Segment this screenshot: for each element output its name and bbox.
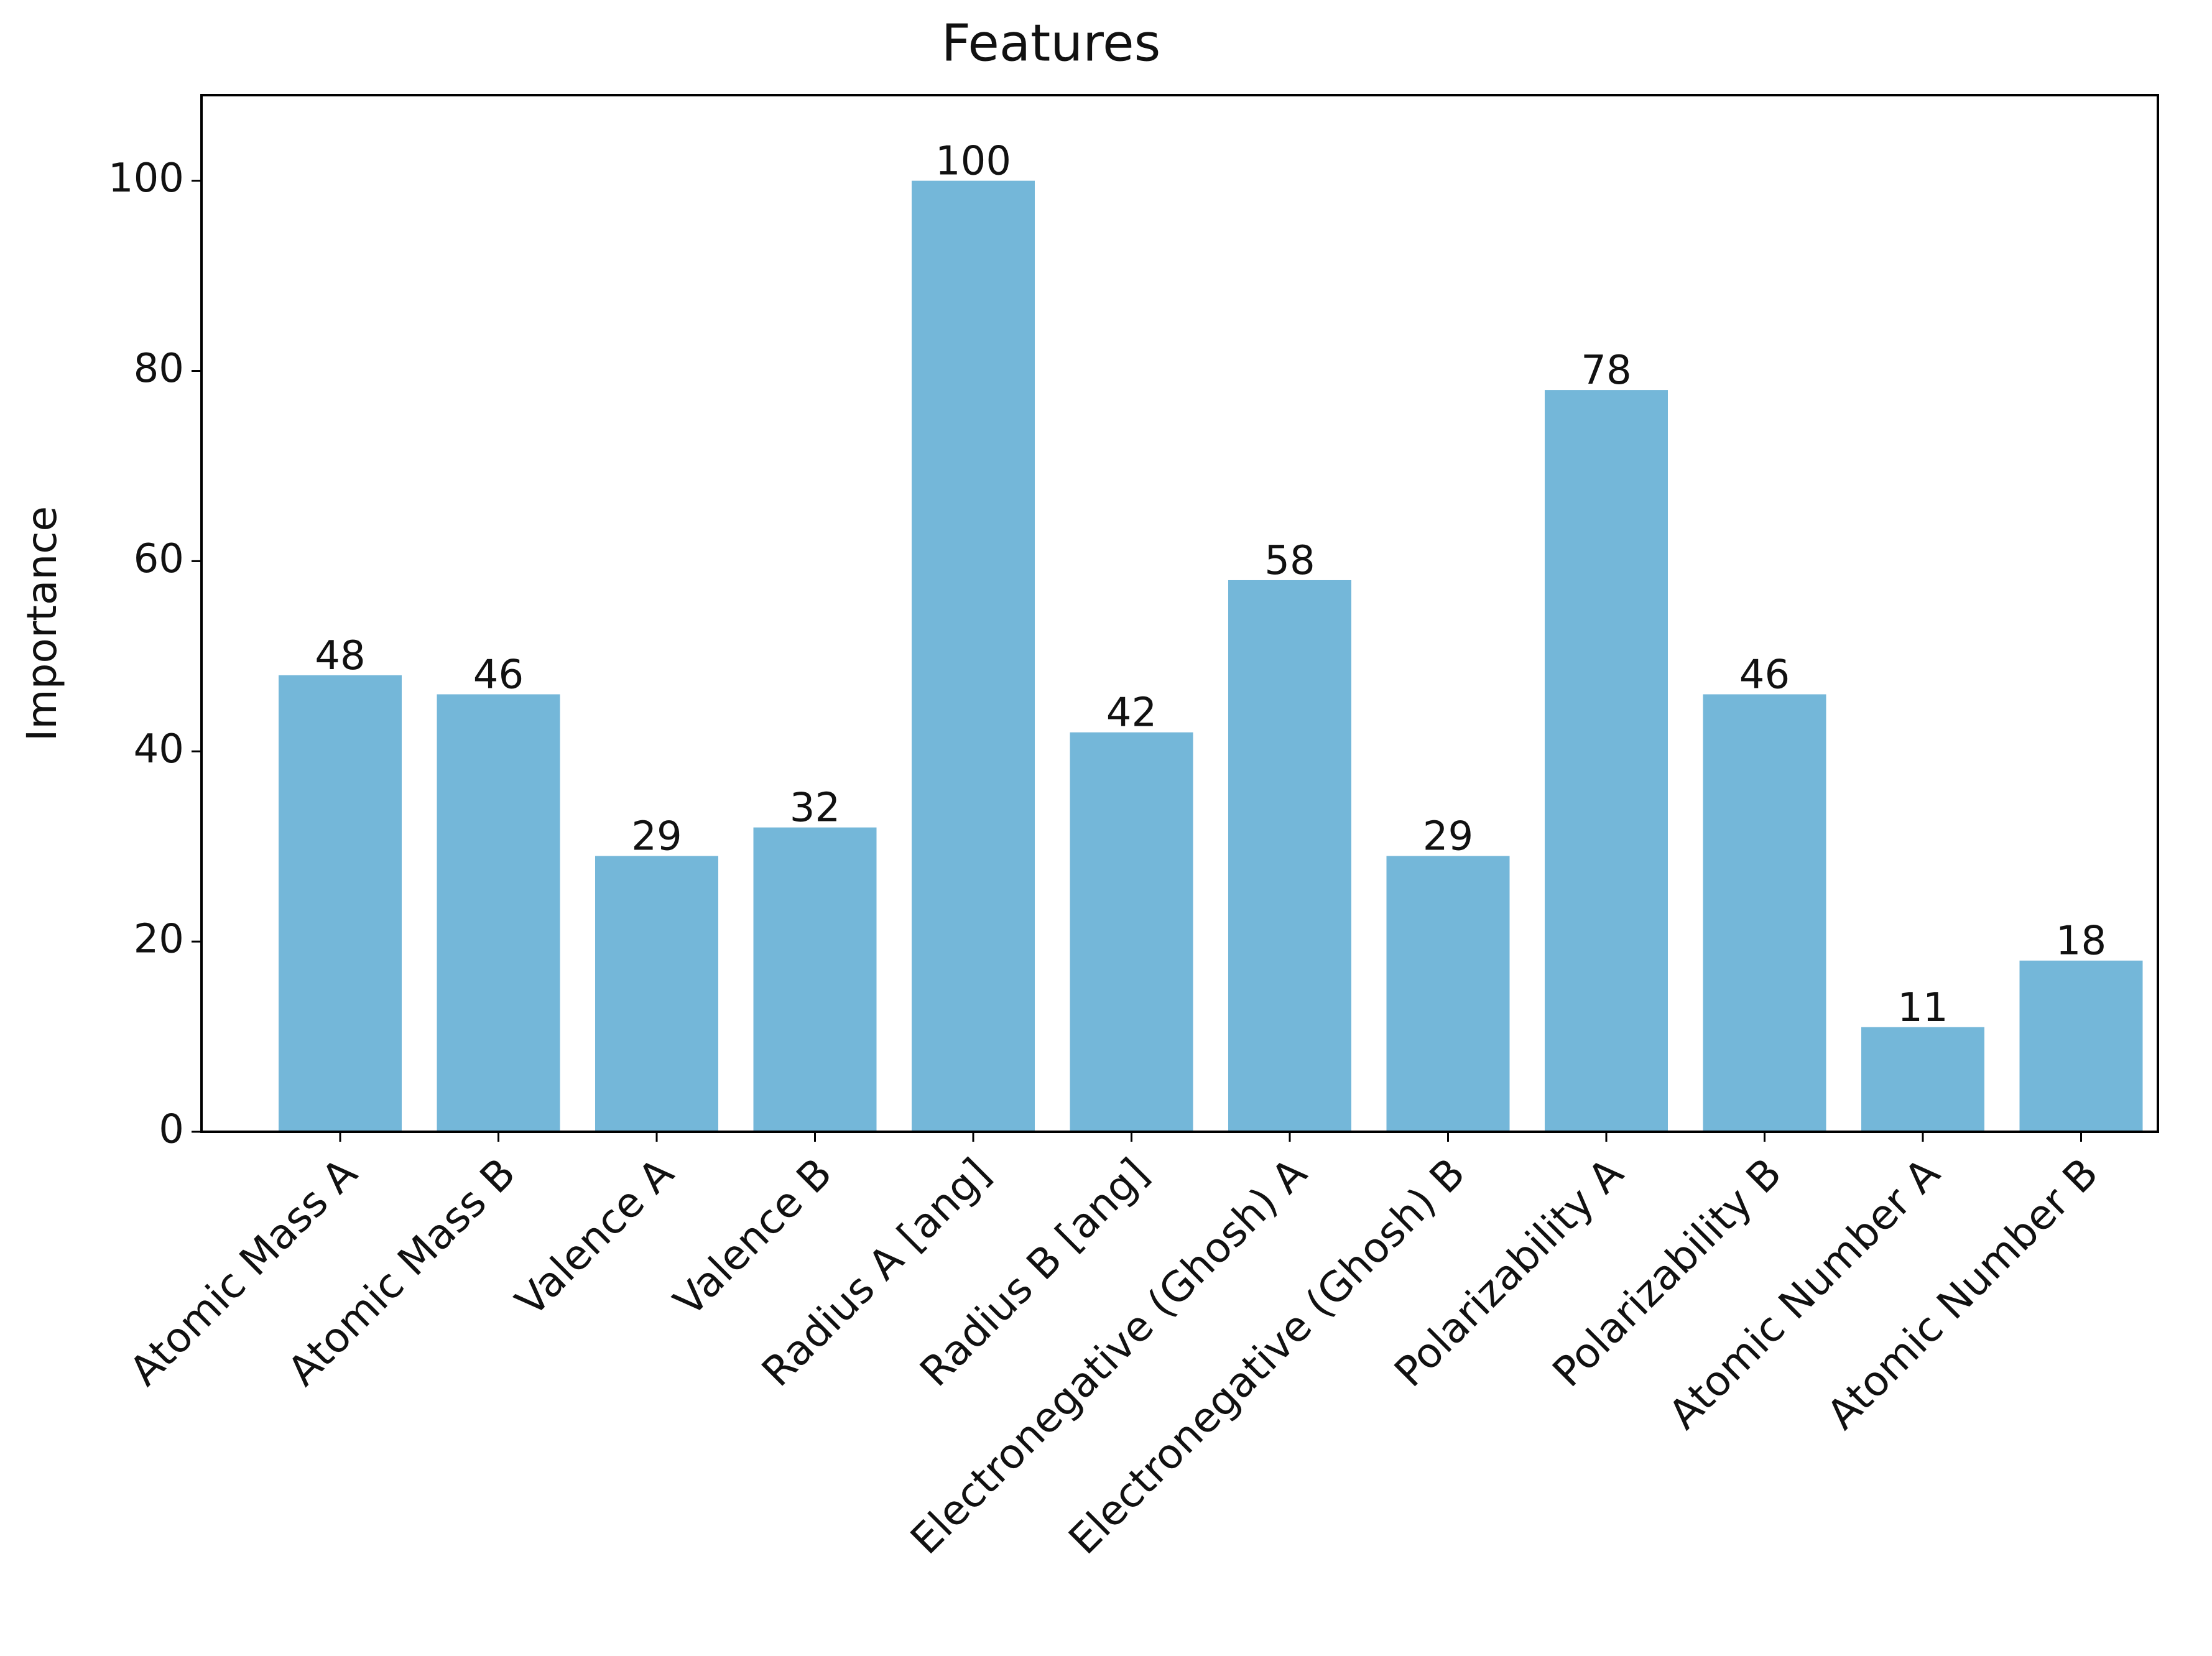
data-label: 48 <box>315 633 365 679</box>
data-label: 29 <box>1423 813 1473 859</box>
data-label: 29 <box>631 813 682 859</box>
data-label: 18 <box>2056 918 2106 964</box>
chart-title: Features <box>942 14 1161 73</box>
data-label: 46 <box>1739 652 1790 698</box>
bar <box>595 856 718 1132</box>
plot-frame <box>200 94 2159 1133</box>
bar <box>753 827 877 1132</box>
bar <box>1703 694 1826 1132</box>
y-tick-label: 80 <box>134 346 184 392</box>
x-tick-label: Valence A <box>506 1149 683 1326</box>
bar <box>2019 960 2143 1132</box>
bar <box>912 180 1035 1132</box>
data-label: 11 <box>1897 985 1948 1031</box>
data-label: 46 <box>473 652 524 698</box>
bar <box>1228 580 1351 1132</box>
data-label: 78 <box>1581 348 1631 394</box>
y-tick-label: 0 <box>159 1107 184 1153</box>
x-tick-label: Atomic Number B <box>1818 1149 2108 1439</box>
y-tick-label: 40 <box>134 726 184 772</box>
data-label: 58 <box>1264 538 1315 584</box>
bar <box>1545 390 1668 1132</box>
bar <box>1070 732 1193 1132</box>
bar <box>1386 856 1510 1132</box>
data-label: 42 <box>1106 690 1157 736</box>
y-tick-label: 100 <box>108 155 184 201</box>
bar <box>279 675 402 1132</box>
data-label: 100 <box>935 139 1011 185</box>
bar <box>1861 1027 1984 1132</box>
x-tick-label: Atomic Number A <box>1660 1149 1950 1439</box>
y-tick-label: 20 <box>134 917 184 963</box>
y-tick-label: 60 <box>134 536 184 582</box>
bar <box>437 694 560 1132</box>
y-axis-label: Importance <box>18 506 66 741</box>
data-label: 32 <box>790 785 840 831</box>
